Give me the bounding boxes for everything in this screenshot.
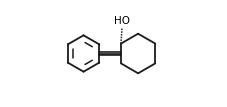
Text: HO: HO xyxy=(114,16,130,27)
